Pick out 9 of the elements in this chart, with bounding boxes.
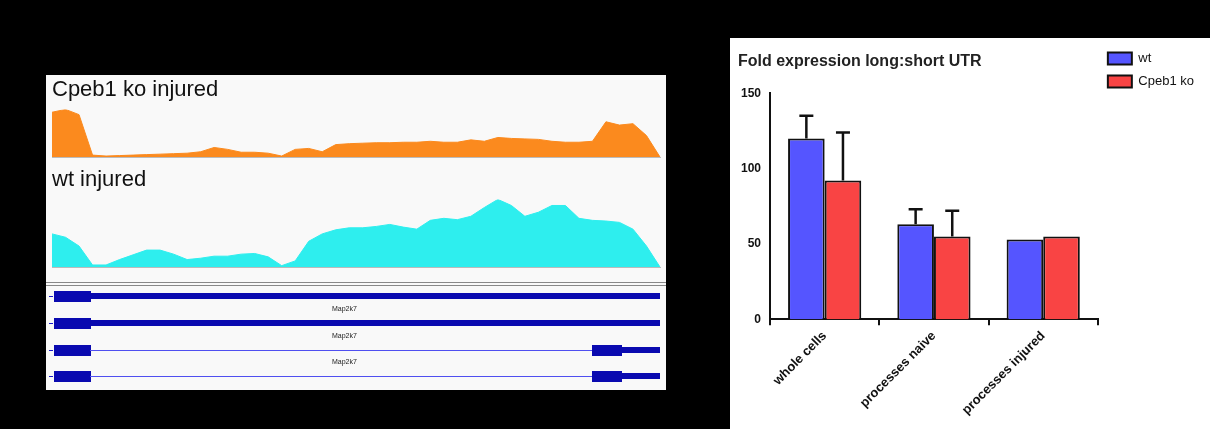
legend-label: Cpeb1 ko [1138, 73, 1195, 89]
y-tick-label: 50 [747, 236, 762, 251]
legend-label: wt [1137, 50, 1152, 66]
chart-title: Fold expression long:short UTR [738, 52, 983, 70]
chart-title: Cpeb1 ko injured [52, 76, 219, 102]
y-tick-label: 0 [754, 311, 762, 326]
y-tick-label: 150 [740, 85, 762, 100]
chart-title: wt injured [51, 166, 147, 192]
y-tick-label: 100 [740, 160, 762, 175]
